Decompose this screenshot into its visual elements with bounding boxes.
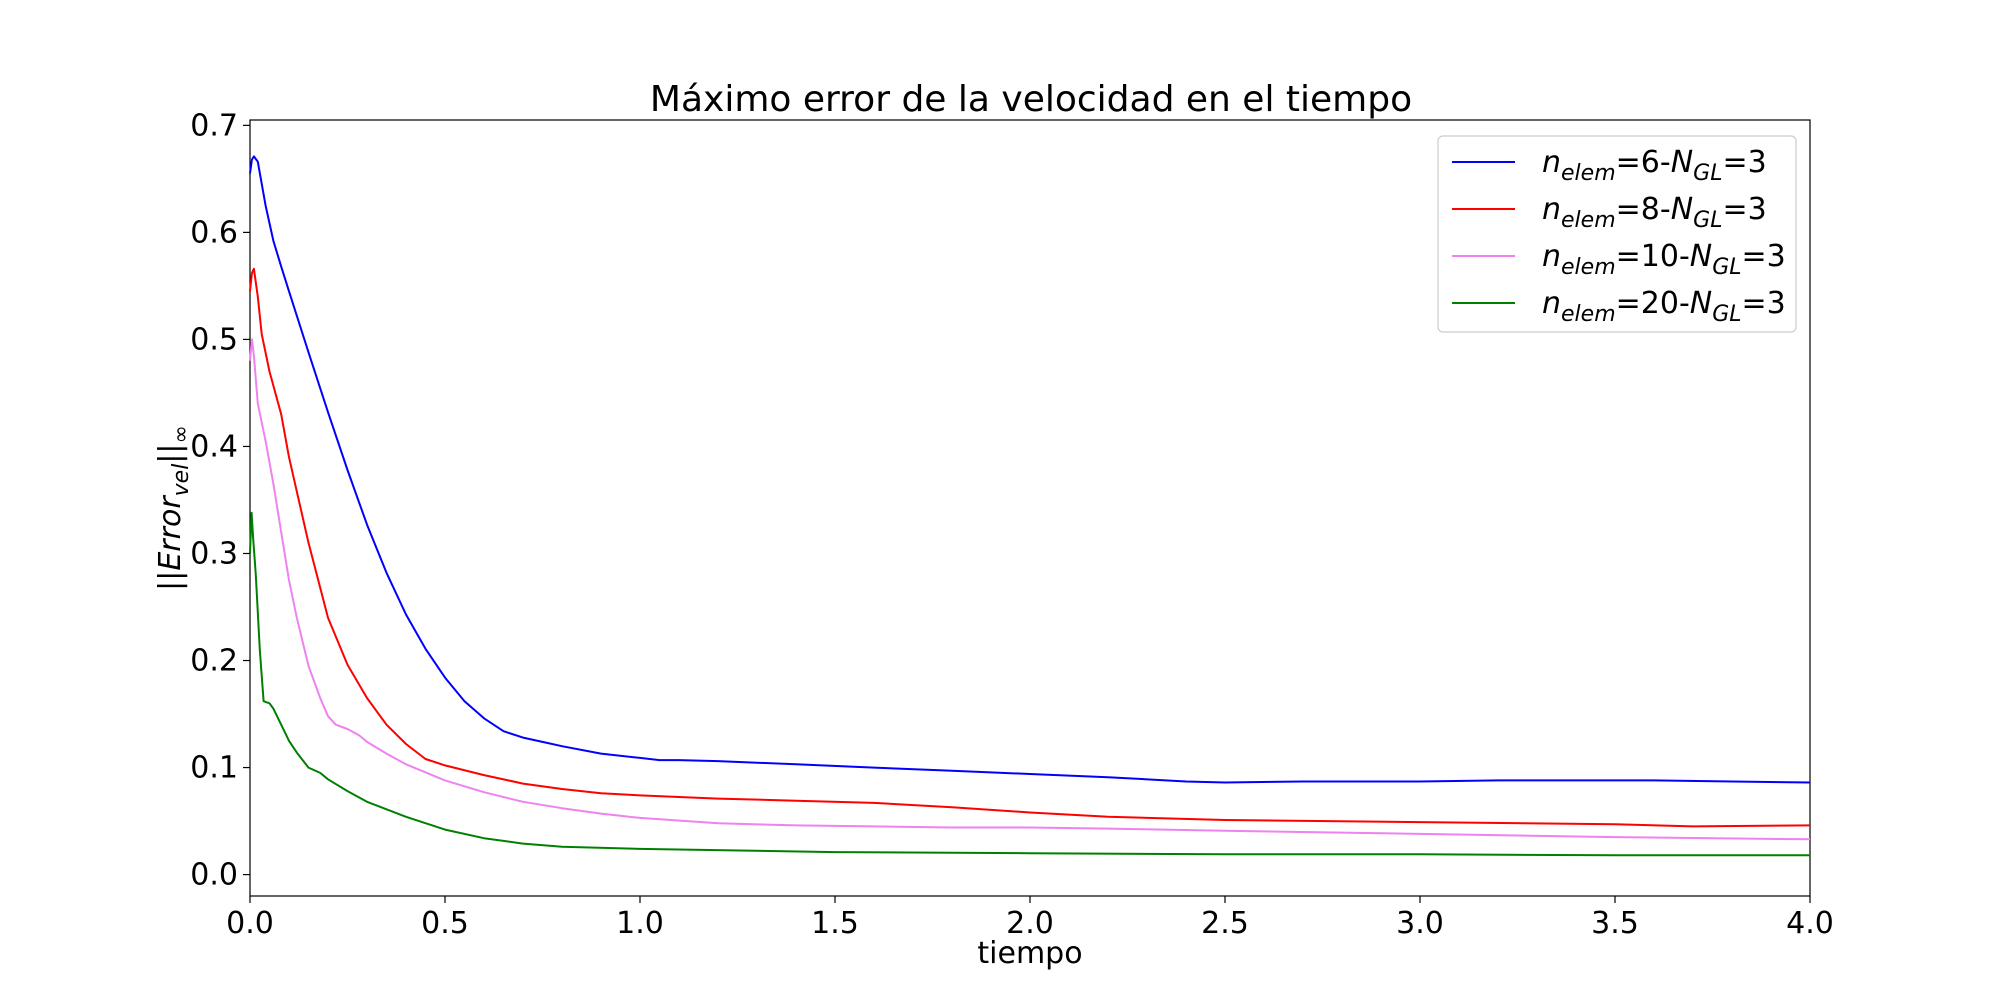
x-tick-label: 1.0 — [616, 906, 664, 941]
y-axis-label-sub2: ∞ — [169, 425, 194, 443]
x-tick-label: 0.0 — [226, 906, 274, 941]
x-tick-label: 2.0 — [1006, 906, 1054, 941]
y-tick-label: 0.1 — [190, 751, 238, 786]
x-tick-label: 1.5 — [811, 906, 859, 941]
y-tick-label: 0.2 — [190, 644, 238, 679]
y-tick-label: 0.4 — [190, 429, 238, 464]
y-tick-label: 0.3 — [190, 536, 238, 571]
x-tick-label: 3.5 — [1591, 906, 1639, 941]
y-axis-label: ||Errorvel||∞ — [153, 425, 194, 591]
series-line-3 — [249, 338, 1811, 841]
y-tick-label: 0.6 — [190, 215, 238, 250]
legend-label-1: nelem=6-NGL=3 — [1542, 145, 1767, 186]
y-tick-label: 0.5 — [190, 322, 238, 357]
legend-entries: nelem=6-NGL=3 nelem=8-NGL=3 nelem=10-NGL=3… — [1452, 145, 1786, 327]
x-tick-label: 4.0 — [1786, 906, 1834, 941]
legend: nelem=6-NGL=3 nelem=8-NGL=3 nelem=10-NGL=3… — [1437, 135, 1797, 333]
y-tick-label: 0.7 — [190, 108, 238, 143]
x-tick-label: 3.0 — [1396, 906, 1444, 941]
legend-label-3: nelem=10-NGL=3 — [1542, 239, 1786, 280]
y-axis-label-main: ||Error — [153, 495, 188, 591]
chart-title: Máximo error de la velocidad en el tiemp… — [650, 79, 1412, 120]
x-axis-label: tiempo — [977, 936, 1082, 971]
x-tick-label: 2.5 — [1201, 906, 1249, 941]
series-layer — [249, 155, 1811, 857]
x-tick-label: 0.5 — [421, 906, 469, 941]
legend-label-4: nelem=20-NGL=3 — [1542, 286, 1786, 327]
y-axis: 0.0 0.1 0.2 0.3 0.4 0.5 0.6 0.7 — [190, 108, 250, 893]
x-axis: 0.0 0.5 1.0 1.5 2.0 2.5 3.0 3.5 4.0 — [226, 896, 1834, 941]
y-tick-label: 0.0 — [190, 858, 238, 893]
series-line-1 — [249, 155, 1811, 784]
series-line-4 — [249, 511, 1810, 857]
y-axis-label-suffix: || — [153, 443, 188, 463]
y-axis-label-sub: vel — [169, 464, 194, 497]
legend-box — [1437, 135, 1797, 333]
legend-label-2: nelem=8-NGL=3 — [1542, 192, 1767, 233]
series-line-2 — [249, 267, 1811, 828]
